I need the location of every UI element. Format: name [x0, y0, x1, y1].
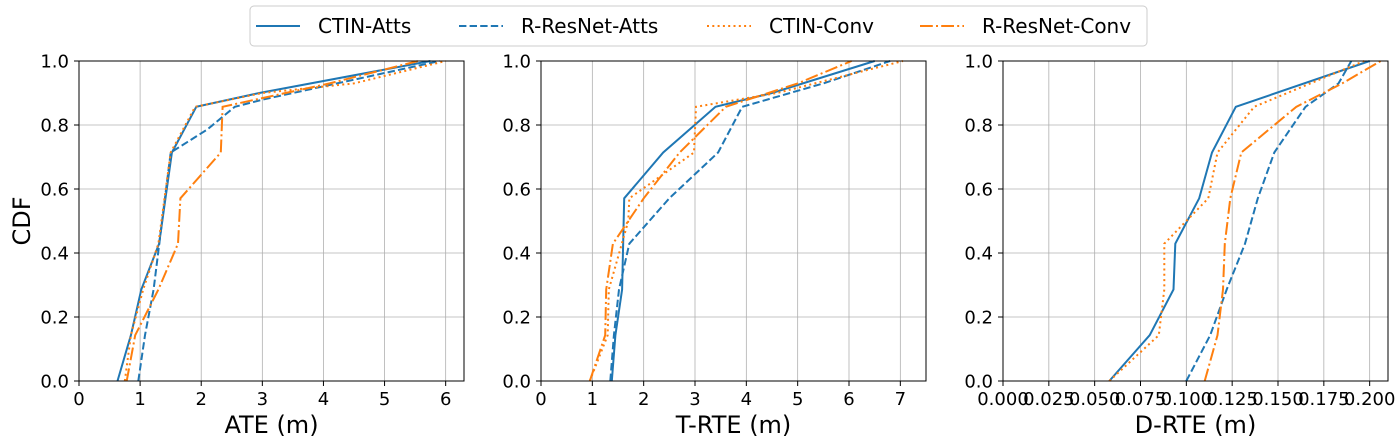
- x-tick-label: 0.200: [1344, 389, 1396, 410]
- y-tick-label: 0.2: [964, 308, 993, 329]
- series-line-r-resnet-atts: [1185, 60, 1353, 382]
- x-tick-label: 0.000: [977, 389, 1029, 410]
- x-tick-label: 5: [792, 389, 803, 410]
- grid: [540, 60, 926, 382]
- plot-frame: [540, 60, 927, 382]
- y-tick-label: 0.6: [964, 180, 993, 201]
- legend-entry: CTIN-Atts: [256, 14, 411, 38]
- x-tick-label: 7: [895, 389, 906, 410]
- series-group: [116, 60, 446, 382]
- x-tick-label: 0.175: [1298, 389, 1350, 410]
- chart-panels: 0 1 2 3 4 5 6 0.0 0.2 0.4 0.6 0.8 1.0 ATE (m) CDF 0 1 2 3 4…: [8, 52, 1395, 440]
- plot-frame: [1002, 60, 1389, 382]
- y-tick-label: 0.8: [40, 116, 69, 137]
- legend-entry: R-ResNet-Conv: [920, 14, 1131, 38]
- legend-label: R-ResNet-Conv: [982, 14, 1131, 38]
- legend-label: CTIN-Conv: [769, 14, 874, 38]
- series-group: [1108, 60, 1382, 382]
- x-tick-label: 6: [843, 389, 854, 410]
- y-tick-label: 0.8: [964, 116, 993, 137]
- y-tick-label: 1.0: [502, 52, 531, 73]
- y-tick-label: 0.4: [40, 244, 69, 265]
- x-tick-label: 3: [689, 389, 700, 410]
- y-tick-label: 0.0: [502, 372, 531, 393]
- x-tick-label: 3: [257, 389, 268, 410]
- legend-label: CTIN-Atts: [318, 14, 411, 38]
- y-tick-label: 0.0: [40, 372, 69, 393]
- x-tick-label: 2: [638, 389, 649, 410]
- x-tick-label: 5: [379, 389, 390, 410]
- series-line-ctin-atts: [610, 60, 875, 382]
- x-tick-label: 4: [318, 389, 329, 410]
- legend-label: R-ResNet-Atts: [521, 14, 658, 38]
- legend-entry: R-ResNet-Atts: [459, 14, 658, 38]
- series-line-ctin-atts: [116, 60, 431, 382]
- x-tick-label: 4: [741, 389, 752, 410]
- x-tick-label: 0.025: [1023, 389, 1075, 410]
- series-line-ctin-atts: [1108, 60, 1371, 382]
- y-tick-label: 0.0: [964, 372, 993, 393]
- y-tick-label: 0.6: [40, 180, 69, 201]
- x-tick-label: 2: [195, 389, 206, 410]
- series-line-r-resnet-conv: [1203, 60, 1382, 382]
- x-tick-label: 0.050: [1069, 389, 1121, 410]
- x-tick-label: 0.150: [1252, 389, 1304, 410]
- series-line-r-resnet-conv: [125, 60, 419, 382]
- chart-panel-2: 0 1 2 3 4 5 6 7 0.0 0.2 0.4 0.6 0.8 1.0 T-RTE (m): [502, 52, 927, 439]
- series-line-r-resnet-conv: [588, 60, 852, 382]
- y-tick-label: 0.2: [40, 308, 69, 329]
- y-tick-label: 0.6: [502, 180, 531, 201]
- chart-panel-3: 0.0000.0250.0500.0750.1000.1250.1500.175…: [964, 52, 1395, 440]
- series-line-ctin-conv: [588, 60, 904, 382]
- chart-panel-1: 0 1 2 3 4 5 6 0.0 0.2 0.4 0.6 0.8 1.0 ATE (m) CDF: [8, 52, 465, 439]
- x-axis-label: ATE (m): [224, 411, 318, 439]
- y-tick-label: 0.8: [502, 116, 531, 137]
- y-tick-label: 0.4: [964, 244, 993, 265]
- x-axis-label: T-RTE (m): [675, 411, 792, 439]
- series-line-r-resnet-atts: [137, 60, 440, 382]
- x-axis-label: D-RTE (m): [1135, 411, 1257, 439]
- series-line-ctin-conv: [1108, 60, 1365, 382]
- x-tick-label: 0: [535, 389, 546, 410]
- x-tick-label: 0.100: [1161, 389, 1213, 410]
- x-tick-label: 6: [440, 389, 451, 410]
- series-line-r-resnet-atts: [609, 60, 891, 382]
- y-tick-label: 0.2: [502, 308, 531, 329]
- x-tick-label: 1: [134, 389, 145, 410]
- y-tick-label: 1.0: [40, 52, 69, 73]
- legend-box: [249, 5, 1148, 47]
- grid: [1002, 60, 1388, 382]
- plot-frame: [78, 60, 465, 382]
- y-tick-label: 1.0: [964, 52, 993, 73]
- x-tick-label: 1: [587, 389, 598, 410]
- y-axis-label: CDF: [8, 196, 36, 245]
- series-line-ctin-conv: [123, 60, 446, 382]
- x-tick-label: 0.075: [1115, 389, 1167, 410]
- legend: CTIN-Atts R-ResNet-Atts CTIN-Conv R-ResNet-…: [249, 5, 1148, 47]
- x-tick-label: 0.125: [1206, 389, 1258, 410]
- x-tick-label: 0: [73, 389, 84, 410]
- legend-entry: CTIN-Conv: [707, 14, 874, 38]
- series-group: [588, 60, 904, 382]
- y-tick-label: 0.4: [502, 244, 531, 265]
